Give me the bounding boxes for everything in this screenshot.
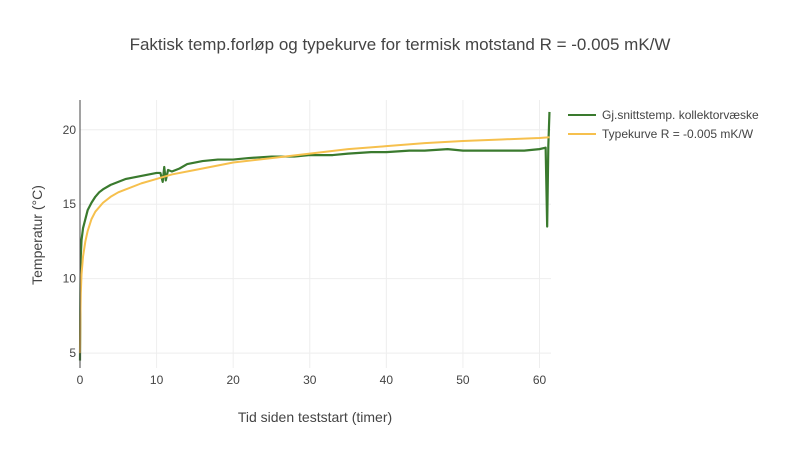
x-tick-label: 0: [77, 373, 84, 387]
chart-title: Faktisk temp.forløp og typekurve for ter…: [130, 35, 671, 54]
grid-layer: [80, 100, 551, 368]
series-layer: [78, 111, 551, 361]
x-tick-label: 60: [533, 373, 547, 387]
y-tick-label: 10: [63, 272, 77, 286]
y-tick-label: 5: [69, 346, 76, 360]
x-tick-label: 10: [150, 373, 164, 387]
legend-label-1: Gj.snittstemp. kollektorvæske: [602, 108, 759, 122]
y-tick-label: 15: [63, 197, 77, 211]
y-tick-label: 20: [63, 123, 77, 137]
series-line-2: [79, 136, 550, 354]
axis-layer: 0 10 20 30 40 50 60 5 10 15 20: [63, 100, 547, 387]
x-tick-label: 40: [380, 373, 394, 387]
series-line-1: [78, 111, 551, 361]
legend: Gj.snittstemp. kollektorvæske Typekurve R…: [568, 108, 759, 141]
x-tick-label: 50: [456, 373, 470, 387]
x-axis-title: Tid siden teststart (timer): [238, 409, 392, 425]
x-tick-label: 20: [226, 373, 240, 387]
y-axis-title: Temperatur (°C): [29, 185, 45, 285]
x-tick-label: 30: [303, 373, 317, 387]
legend-label-2: Typekurve R = -0.005 mK/W: [602, 127, 754, 141]
